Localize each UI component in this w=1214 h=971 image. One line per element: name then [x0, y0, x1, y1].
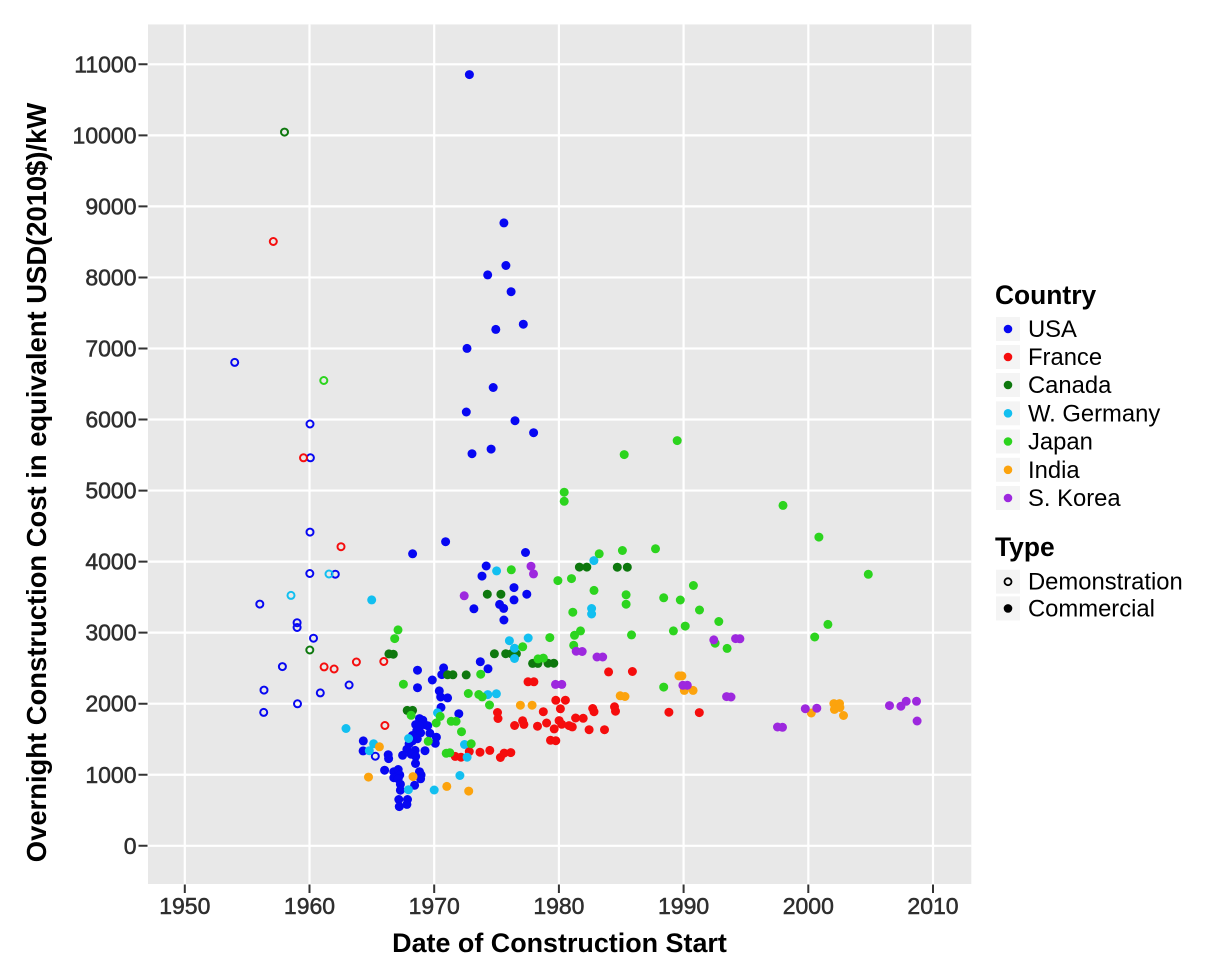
svg-text:6000: 6000	[85, 407, 136, 433]
svg-text:2010: 2010	[907, 893, 958, 919]
svg-text:4000: 4000	[85, 549, 136, 575]
svg-text:0: 0	[124, 833, 137, 859]
svg-text:Canada: Canada	[1028, 372, 1112, 399]
svg-text:2000: 2000	[783, 893, 834, 919]
svg-text:1980: 1980	[533, 893, 584, 919]
svg-text:10000: 10000	[73, 122, 137, 148]
svg-text:2000: 2000	[85, 691, 136, 717]
svg-text:7000: 7000	[85, 335, 136, 361]
svg-text:1960: 1960	[284, 893, 335, 919]
svg-text:11000: 11000	[74, 51, 136, 77]
svg-text:Demonstration: Demonstration	[1028, 569, 1183, 596]
svg-text:Type: Type	[995, 532, 1055, 562]
svg-text:France: France	[1028, 344, 1102, 371]
svg-text:India: India	[1028, 457, 1080, 484]
svg-text:1970: 1970	[409, 893, 460, 919]
svg-text:S. Korea: S. Korea	[1028, 485, 1121, 512]
svg-text:Overnight Construction Cost in: Overnight Construction Cost in equivalen…	[21, 103, 52, 863]
svg-text:Commercial: Commercial	[1028, 595, 1155, 622]
svg-text:1990: 1990	[658, 893, 709, 919]
svg-text:1950: 1950	[159, 893, 210, 919]
svg-text:Date of Construction Start: Date of Construction Start	[392, 928, 727, 958]
svg-text:5000: 5000	[85, 478, 136, 504]
svg-text:W. Germany: W. Germany	[1028, 400, 1160, 427]
svg-text:8000: 8000	[85, 264, 136, 290]
svg-text:USA: USA	[1028, 316, 1077, 343]
svg-text:1000: 1000	[85, 762, 136, 788]
svg-text:Japan: Japan	[1028, 429, 1093, 456]
svg-text:Country: Country	[995, 280, 1096, 310]
svg-text:3000: 3000	[85, 620, 136, 646]
svg-text:9000: 9000	[85, 193, 136, 219]
